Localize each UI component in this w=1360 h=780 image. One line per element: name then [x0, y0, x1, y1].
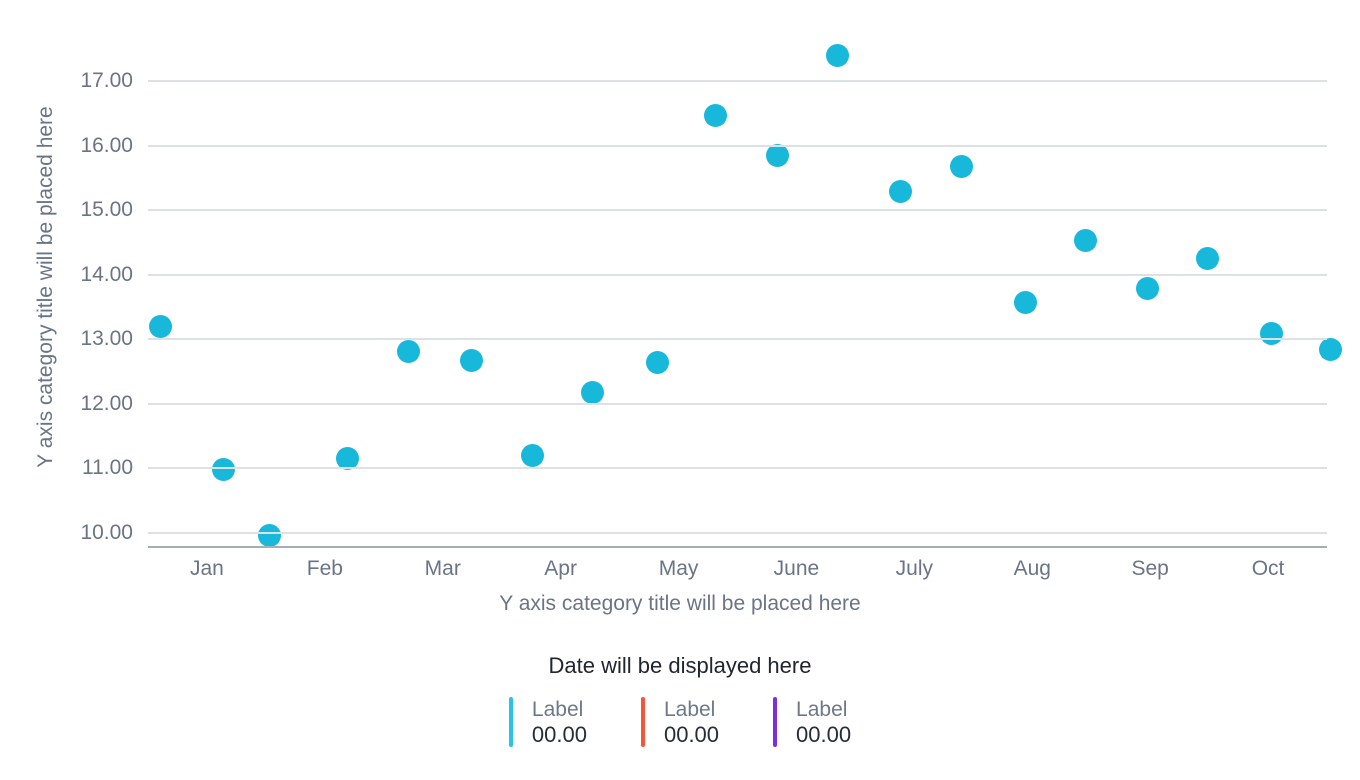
data-point[interactable]	[1319, 338, 1343, 362]
y-tick-label: 10.00	[80, 520, 133, 544]
data-point[interactable]	[888, 180, 912, 204]
y-tick-label: 11.00	[82, 456, 133, 479]
x-tick-label: Feb	[306, 557, 343, 580]
x-axis-line	[148, 546, 1327, 548]
gridline	[148, 273, 1327, 276]
gridline	[148, 467, 1327, 469]
y-tick-label: 14.00	[80, 262, 133, 286]
gridline	[148, 531, 1327, 534]
gridline	[148, 80, 1327, 82]
data-point[interactable]	[211, 457, 235, 481]
x-tick-label: Jan	[190, 557, 224, 580]
legend-item[interactable]: Label 00.00	[773, 697, 851, 747]
y-tick-label: 17.00	[80, 69, 133, 92]
x-tick-label: Mar	[424, 557, 461, 580]
legend-swatch	[773, 697, 778, 747]
data-point[interactable]	[397, 339, 421, 363]
data-point[interactable]	[580, 381, 604, 405]
x-tick-label: Oct	[1251, 557, 1285, 580]
x-axis-title: Y axis category title will be placed her…	[499, 592, 861, 615]
legend-label: Label	[663, 697, 716, 721]
y-tick-label: 13.00	[80, 327, 133, 350]
x-tick-label: Aug	[1013, 557, 1051, 580]
data-point[interactable]	[1260, 322, 1284, 346]
legend-swatch	[508, 697, 513, 747]
data-point[interactable]	[1136, 276, 1160, 300]
y-tick-label: 15.00	[80, 198, 133, 221]
data-point[interactable]	[520, 443, 544, 467]
data-point[interactable]	[826, 43, 850, 67]
data-point[interactable]	[257, 523, 281, 547]
x-tick-label: Apr	[544, 557, 577, 580]
y-tick-label: 16.00	[80, 133, 133, 157]
data-point[interactable]	[335, 446, 359, 470]
x-tick-label: July	[895, 557, 934, 580]
legend-value: 00.00	[531, 721, 587, 747]
data-point[interactable]	[950, 155, 973, 179]
legend-value: 00.00	[796, 721, 852, 747]
data-point[interactable]	[766, 143, 790, 167]
legend-label: Label	[796, 697, 848, 721]
legend-value: 00.00	[663, 721, 720, 747]
gridline	[148, 144, 1327, 147]
legend-item[interactable]: Label 00.00	[640, 697, 720, 747]
data-point[interactable]	[459, 349, 483, 373]
x-tick-label: June	[773, 557, 820, 580]
data-point[interactable]	[1013, 290, 1037, 314]
legend-swatch	[640, 697, 645, 747]
gridline	[148, 338, 1327, 340]
data-point[interactable]	[703, 103, 727, 127]
x-tick-label: Sep	[1131, 557, 1169, 580]
legend-item[interactable]: Label 00.00	[508, 697, 587, 747]
y-tick-label: 12.00	[80, 391, 133, 415]
data-point[interactable]	[1073, 228, 1097, 252]
legend-label: Label	[531, 697, 584, 721]
date-label: Date will be displayed here	[548, 653, 812, 678]
data-point[interactable]	[149, 314, 173, 338]
gridline	[148, 209, 1327, 211]
data-point[interactable]	[645, 351, 669, 375]
gridline	[148, 402, 1327, 405]
x-tick-label: May	[658, 557, 699, 580]
legend: Label 00.00 Label 00.00 Label 00.00	[0, 697, 1360, 747]
data-point[interactable]	[1196, 246, 1220, 270]
